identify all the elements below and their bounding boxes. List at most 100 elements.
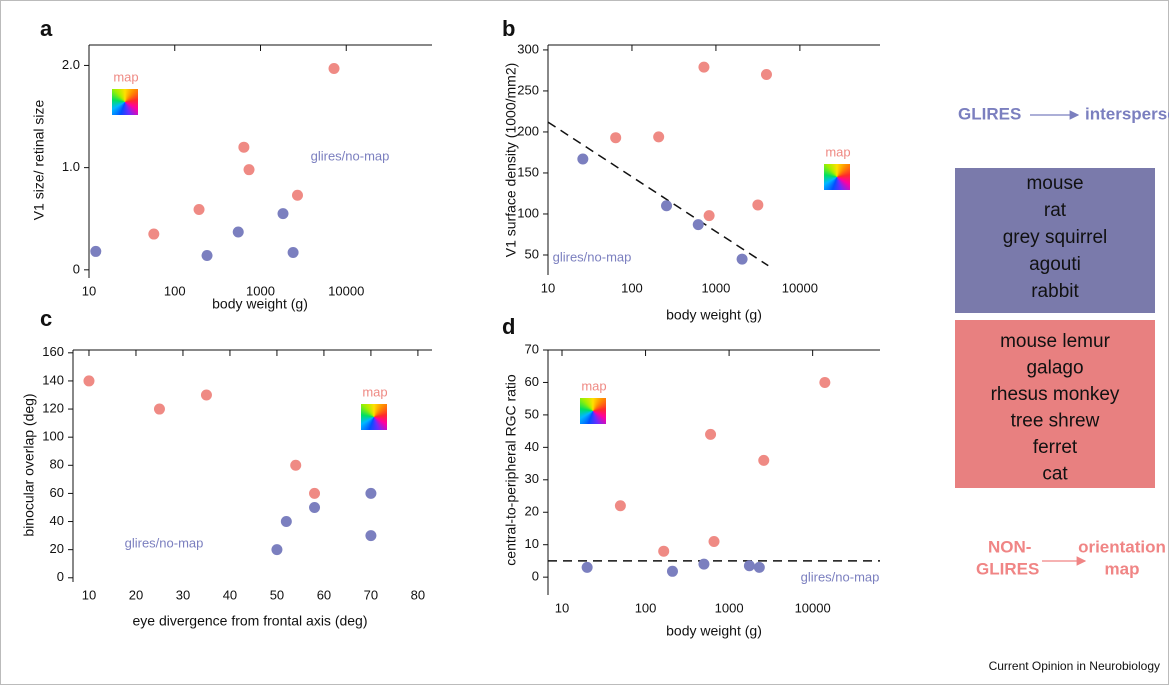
x-tick-label: 20 — [129, 587, 143, 602]
x-tick-label: 10000 — [328, 283, 364, 298]
map-icon — [361, 404, 387, 430]
x-tick-label: 10 — [82, 587, 96, 602]
x-axis-label: eye divergence from frontal axis (deg) — [133, 613, 368, 629]
species: mouse — [1026, 173, 1083, 194]
x-tick-label: 70 — [364, 587, 378, 602]
non-glires-box — [955, 320, 1155, 488]
x-tick-label: 100 — [164, 283, 186, 298]
point — [309, 501, 321, 513]
point — [760, 69, 772, 81]
y-tick-label: 140 — [42, 372, 64, 387]
legend-label: glires/no-map — [125, 535, 204, 550]
point — [238, 141, 250, 153]
y-axis-label: V1 size/ retinal size — [31, 99, 47, 220]
point — [83, 375, 95, 387]
x-tick-label: 10000 — [782, 280, 818, 295]
y-tick-label: 300 — [517, 41, 539, 56]
species: rhesus monkey — [991, 384, 1120, 405]
point — [243, 164, 255, 176]
point — [290, 459, 302, 471]
x-tick-label: 50 — [270, 587, 284, 602]
point — [577, 153, 589, 165]
y-tick-label: 200 — [517, 123, 539, 138]
point — [291, 189, 303, 201]
map-icon — [112, 89, 138, 115]
legend-label: map — [581, 378, 606, 393]
point — [661, 200, 673, 212]
x-tick-label: 10 — [555, 600, 569, 615]
point — [90, 245, 102, 257]
point — [309, 487, 321, 499]
y-tick-label: 10 — [525, 536, 539, 551]
x-tick-label: 40 — [223, 587, 237, 602]
x-tick-label: 10000 — [795, 600, 831, 615]
panel-letter: a — [40, 16, 53, 41]
point — [365, 487, 377, 499]
y-tick-label: 0 — [73, 261, 80, 276]
x-axis-label: body weight (g) — [212, 296, 308, 312]
species: mouse lemur — [1000, 331, 1110, 352]
y-tick-label: 100 — [517, 205, 539, 220]
glires-result: interspersed — [1085, 104, 1169, 123]
point — [271, 544, 283, 556]
point — [614, 500, 626, 512]
species: rat — [1044, 200, 1067, 221]
point — [703, 210, 715, 222]
y-axis-label: binocular overlap (deg) — [21, 393, 37, 536]
point — [658, 545, 670, 557]
point — [743, 560, 755, 572]
y-axis-label: V1 surface density (1000/mm2) — [503, 63, 519, 258]
x-tick-label: 10 — [541, 280, 555, 295]
y-tick-label: 0 — [532, 569, 539, 584]
legend-label: map — [825, 144, 850, 159]
y-tick-label: 20 — [525, 504, 539, 519]
y-tick-label: 40 — [525, 439, 539, 454]
point — [752, 199, 764, 211]
point — [280, 516, 292, 528]
legend-label: map — [113, 69, 138, 84]
y-tick-label: 60 — [525, 374, 539, 389]
y-tick-label: 50 — [525, 406, 539, 421]
y-tick-label: 30 — [525, 471, 539, 486]
panel-letter: c — [40, 306, 52, 331]
y-tick-label: 100 — [42, 429, 64, 444]
x-axis-label: body weight (g) — [666, 623, 762, 639]
x-tick-label: 100 — [635, 600, 657, 615]
point — [287, 246, 299, 258]
non-glires-result: map — [1105, 559, 1140, 578]
point — [698, 558, 710, 570]
panel-letter: d — [502, 314, 515, 339]
source: Current Opinion in Neurobiology — [989, 659, 1160, 673]
legend-label: glires/no-map — [553, 249, 632, 264]
x-axis-label: body weight (g) — [666, 307, 762, 323]
point — [277, 208, 289, 220]
point — [328, 63, 340, 75]
species: agouti — [1029, 254, 1081, 275]
glires-label: GLIRES — [958, 104, 1021, 123]
x-tick-label: 100 — [621, 280, 643, 295]
y-tick-label: 80 — [50, 457, 64, 472]
x-tick-label: 10 — [82, 283, 96, 298]
non-glires-result: orientation — [1078, 537, 1166, 556]
x-tick-label: 1000 — [715, 600, 744, 615]
y-axis-label: central-to-peripheral RGC ratio — [503, 374, 519, 566]
legend-label: glires/no-map — [801, 569, 880, 584]
species: galago — [1026, 358, 1083, 379]
y-tick-label: 150 — [517, 164, 539, 179]
non-glires-label: NON- — [988, 537, 1031, 556]
point — [365, 530, 377, 542]
legend-label: glires/no-map — [311, 148, 390, 163]
non-glires-label: GLIRES — [976, 559, 1039, 578]
map-icon — [580, 398, 606, 424]
species: rabbit — [1031, 281, 1079, 302]
y-tick-label: 2.0 — [62, 57, 80, 72]
point — [758, 454, 770, 466]
y-tick-label: 70 — [525, 341, 539, 356]
y-tick-label: 0 — [57, 569, 64, 584]
point — [193, 204, 205, 216]
point — [581, 561, 593, 573]
x-tick-label: 60 — [317, 587, 331, 602]
x-tick-label: 1000 — [246, 283, 275, 298]
